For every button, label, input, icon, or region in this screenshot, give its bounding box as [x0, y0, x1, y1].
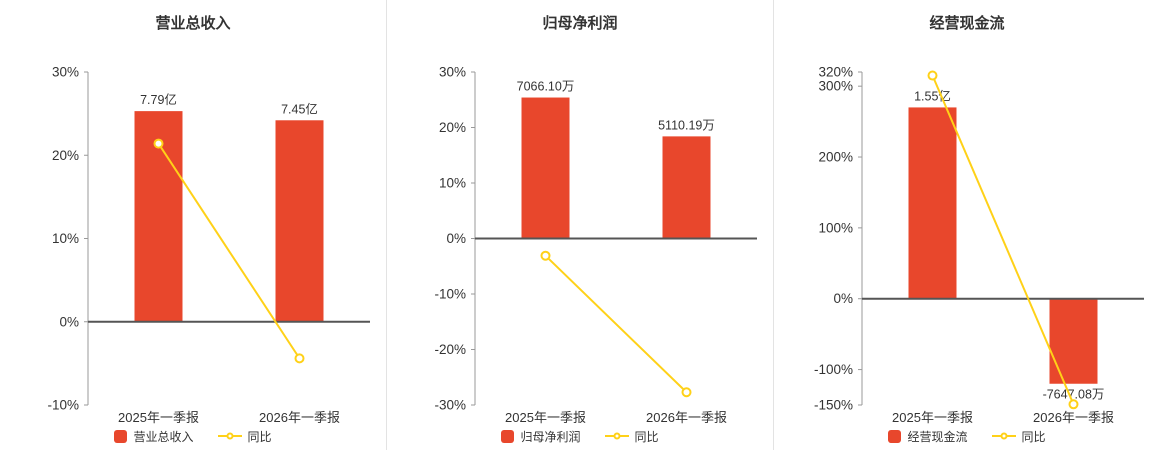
line-series-marker-icon	[604, 432, 629, 440]
legend-item-line-series[interactable]: 同比	[604, 428, 659, 445]
line-marker-ring-icon	[613, 432, 620, 440]
svg-text:0%: 0%	[59, 314, 79, 329]
net-profit-chart-canvas[interactable]: 30% 20% 10% 0% -10% -20% -30% 7066.10万 5110.19万 2…	[387, 34, 773, 426]
operating-cash-flow-chart-canvas[interactable]: 320%300% 200% 100% 0% -100% -150% 1.55亿 -7647.0…	[774, 34, 1160, 426]
svg-text:-30%: -30%	[434, 398, 466, 413]
svg-text:320%: 320%	[818, 65, 853, 80]
legend-line-series-label: 同比	[634, 429, 659, 444]
svg-text:10%: 10%	[439, 176, 466, 191]
svg-text:0%: 0%	[446, 231, 466, 246]
legend-item-bar-series[interactable]: 营业总收入	[114, 428, 194, 445]
chart-panel-operating-cash-flow: 经营现金流 320% 300% 200% 100% 0% -100% -150% 1.55亿 -…	[773, 0, 1160, 450]
svg-text:2025年一季报: 2025年一季报	[505, 410, 586, 425]
chart-legend: 营业总收入 同比	[0, 426, 386, 446]
legend-bar-series-label: 营业总收入	[133, 429, 194, 444]
svg-text:7.79亿: 7.79亿	[140, 92, 177, 107]
svg-text:20%: 20%	[52, 148, 79, 163]
svg-text:2025年一季报: 2025年一季报	[892, 410, 973, 425]
svg-text:-10%: -10%	[47, 398, 79, 413]
legend-item-line-series[interactable]: 同比	[217, 428, 272, 445]
svg-text:-10%: -10%	[434, 287, 466, 302]
legend-item-line-series[interactable]: 同比	[991, 428, 1046, 445]
svg-text:-20%: -20%	[434, 342, 466, 357]
svg-text:2025年一季报: 2025年一季报	[118, 410, 199, 425]
line-marker-ring-icon	[226, 432, 233, 440]
legend-item-bar-series[interactable]: 归母净利润	[501, 428, 581, 445]
svg-text:2026年一季报: 2026年一季报	[259, 410, 340, 425]
chart-title-operating-cash-flow: 经营现金流	[929, 15, 1005, 32]
chart-panel-net-profit: 归母净利润 30% 20% 10% 0% -10% -20% -30% 7066.10万 511…	[386, 0, 773, 450]
svg-text:30%: 30%	[52, 65, 79, 80]
svg-text:-7647.08万: -7647.08万	[1043, 388, 1105, 402]
legend-line-series-label: 同比	[1021, 429, 1046, 444]
svg-text:2026年一季报: 2026年一季报	[1033, 410, 1114, 425]
legend-bar-series-label: 归母净利润	[520, 429, 581, 444]
svg-text:10%: 10%	[52, 231, 79, 246]
svg-text:7.45亿: 7.45亿	[281, 101, 318, 116]
bar-series-swatch-icon	[888, 429, 902, 443]
svg-text:20%: 20%	[439, 120, 466, 135]
chart-legend: 归母净利润 同比	[387, 426, 773, 446]
chart-legend: 经营现金流 同比	[774, 426, 1160, 446]
line-series-marker-icon	[991, 432, 1016, 440]
svg-text:-100%: -100%	[814, 362, 853, 377]
chart-title-net-profit: 归母净利润	[542, 15, 618, 32]
legend-line-series-label: 同比	[247, 429, 272, 444]
svg-text:1.55亿: 1.55亿	[914, 88, 951, 103]
svg-text:300%: 300%	[818, 79, 853, 94]
svg-text:200%: 200%	[818, 150, 853, 165]
svg-text:5110.19万: 5110.19万	[658, 118, 715, 132]
line-series-marker-icon	[217, 432, 242, 440]
bar-series-swatch-icon	[114, 429, 128, 443]
svg-text:7066.10万: 7066.10万	[517, 80, 575, 94]
svg-text:30%: 30%	[439, 65, 466, 80]
svg-text:0%: 0%	[833, 291, 853, 306]
chart-panel-operating-revenue: 营业总收入 30% 20% 10% 0% -10% 7.79亿 7.45亿 2025年一季报 2…	[0, 0, 386, 450]
operating-revenue-chart-canvas[interactable]: 30% 20% 10% 0% -10% 7.79亿 7.45亿 2025年一季报 2026年一季…	[0, 34, 386, 426]
bar-series-swatch-icon	[501, 429, 515, 443]
legend-bar-series-label: 经营现金流	[907, 429, 968, 444]
svg-text:2026年一季报: 2026年一季报	[646, 410, 727, 425]
chart-title-operating-revenue: 营业总收入	[155, 15, 231, 32]
legend-item-bar-series[interactable]: 经营现金流	[888, 428, 968, 445]
svg-text:100%: 100%	[818, 220, 853, 235]
line-marker-ring-icon	[1000, 432, 1007, 440]
svg-text:-150%: -150%	[814, 398, 853, 413]
